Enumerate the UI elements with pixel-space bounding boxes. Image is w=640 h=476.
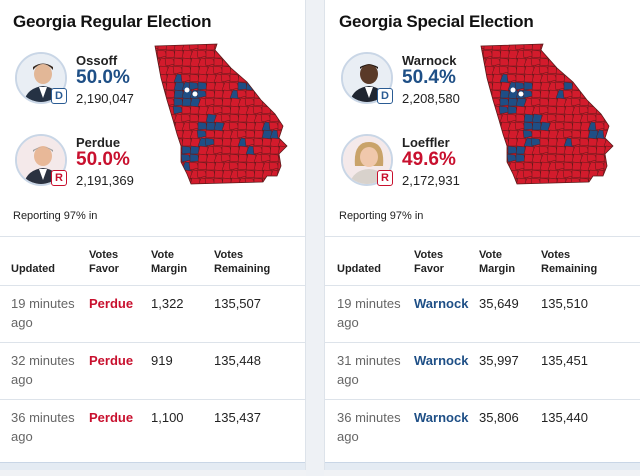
row-updated: 19 minutes ago xyxy=(11,296,75,330)
row-margin: 35,649 xyxy=(479,296,519,311)
row-margin: 35,806 xyxy=(479,410,519,425)
row-remaining: 135,507 xyxy=(214,296,261,311)
table-row: 19 minutes ago Perdue 1,322 135,507 xyxy=(0,285,305,342)
table-header: Updated Votes Favor Vote Margin Votes Re… xyxy=(325,246,640,280)
row-remaining: 135,440 xyxy=(541,410,588,425)
candidate-votes: 2,191,369 xyxy=(76,173,134,188)
candidate-name: Perdue xyxy=(76,135,121,150)
candidate-loeffler[interactable]: R Loeffler 49.6% 2,172,931 xyxy=(339,134,489,194)
regular-election-panel: Georgia Regular Election D Ossoff 50.0% … xyxy=(0,0,306,470)
row-remaining: 135,510 xyxy=(541,296,588,311)
table-header: Updated Votes Favor Vote Margin Votes Re… xyxy=(0,246,305,280)
row-updated: 19 minutes ago xyxy=(337,296,401,330)
row-margin: 1,100 xyxy=(151,410,184,425)
row-updated: 32 minutes ago xyxy=(11,353,75,387)
candidate-warnock[interactable]: D Warnock 50.4% 2,208,580 xyxy=(339,52,489,112)
candidate-votes: 2,172,931 xyxy=(402,173,460,188)
row-favor: Warnock xyxy=(414,296,469,311)
row-favor: Perdue xyxy=(89,410,134,425)
header-votes-favor: Votes Favor xyxy=(414,249,444,275)
row-favor: Perdue xyxy=(89,353,134,368)
candidate-ossoff[interactable]: D Ossoff 50.0% 2,190,047 xyxy=(13,52,163,112)
candidate-percent: 50.0% xyxy=(76,149,130,170)
row-remaining: 135,437 xyxy=(214,410,261,425)
row-margin: 1,322 xyxy=(151,296,184,311)
candidate-percent: 50.4% xyxy=(402,67,456,88)
party-badge-republican: R xyxy=(51,170,67,186)
header-votes-remaining: Votes Remaining xyxy=(214,249,271,275)
candidate-votes: 2,208,580 xyxy=(402,91,460,106)
header-updated: Updated xyxy=(11,263,55,275)
row-remaining: 135,451 xyxy=(541,353,588,368)
reporting-status: Reporting 97% in xyxy=(339,210,424,222)
candidate-percent: 49.6% xyxy=(402,149,456,170)
party-badge-democrat: D xyxy=(377,88,393,104)
row-favor: Perdue xyxy=(89,296,134,311)
candidate-name: Ossoff xyxy=(76,53,118,68)
panel-footer-bar xyxy=(325,462,640,470)
row-updated: 31 minutes ago xyxy=(337,353,401,387)
row-favor: Warnock xyxy=(414,410,469,425)
header-updated: Updated xyxy=(337,263,381,275)
row-margin: 35,997 xyxy=(479,353,519,368)
candidate-name: Loeffler xyxy=(402,135,450,150)
header-votes-favor: Votes Favor xyxy=(89,249,119,275)
special-election-panel: Georgia Special Election D Warnock 50.4%… xyxy=(324,0,640,470)
candidate-perdue[interactable]: R Perdue 50.0% 2,191,369 xyxy=(13,134,163,194)
table-row: 36 minutes ago Warnock 35,806 135,440 xyxy=(325,399,640,456)
divider xyxy=(0,236,305,237)
header-vote-margin: Vote Margin xyxy=(151,249,188,275)
table-row: 19 minutes ago Warnock 35,649 135,510 xyxy=(325,285,640,342)
reporting-status: Reporting 97% in xyxy=(13,210,98,222)
panel-footer-bar xyxy=(0,462,305,470)
table-row: 31 minutes ago Warnock 35,997 135,451 xyxy=(325,342,640,399)
candidate-percent: 50.0% xyxy=(76,67,130,88)
panel-gap xyxy=(306,0,324,476)
table-row: 36 minutes ago Perdue 1,100 135,437 xyxy=(0,399,305,456)
divider xyxy=(325,236,640,237)
table-row: 32 minutes ago Perdue 919 135,448 xyxy=(0,342,305,399)
row-margin: 919 xyxy=(151,353,173,368)
row-updated: 36 minutes ago xyxy=(11,410,75,444)
candidate-name: Warnock xyxy=(402,53,457,68)
row-favor: Warnock xyxy=(414,353,469,368)
party-badge-democrat: D xyxy=(51,88,67,104)
panel-title: Georgia Regular Election xyxy=(13,12,212,31)
party-badge-republican: R xyxy=(377,170,393,186)
candidate-votes: 2,190,047 xyxy=(76,91,134,106)
row-remaining: 135,448 xyxy=(214,353,261,368)
panel-title: Georgia Special Election xyxy=(339,12,534,31)
header-vote-margin: Vote Margin xyxy=(479,249,516,275)
header-votes-remaining: Votes Remaining xyxy=(541,249,598,275)
row-updated: 36 minutes ago xyxy=(337,410,401,444)
georgia-county-map[interactable] xyxy=(477,42,619,192)
georgia-county-map[interactable] xyxy=(151,42,293,192)
